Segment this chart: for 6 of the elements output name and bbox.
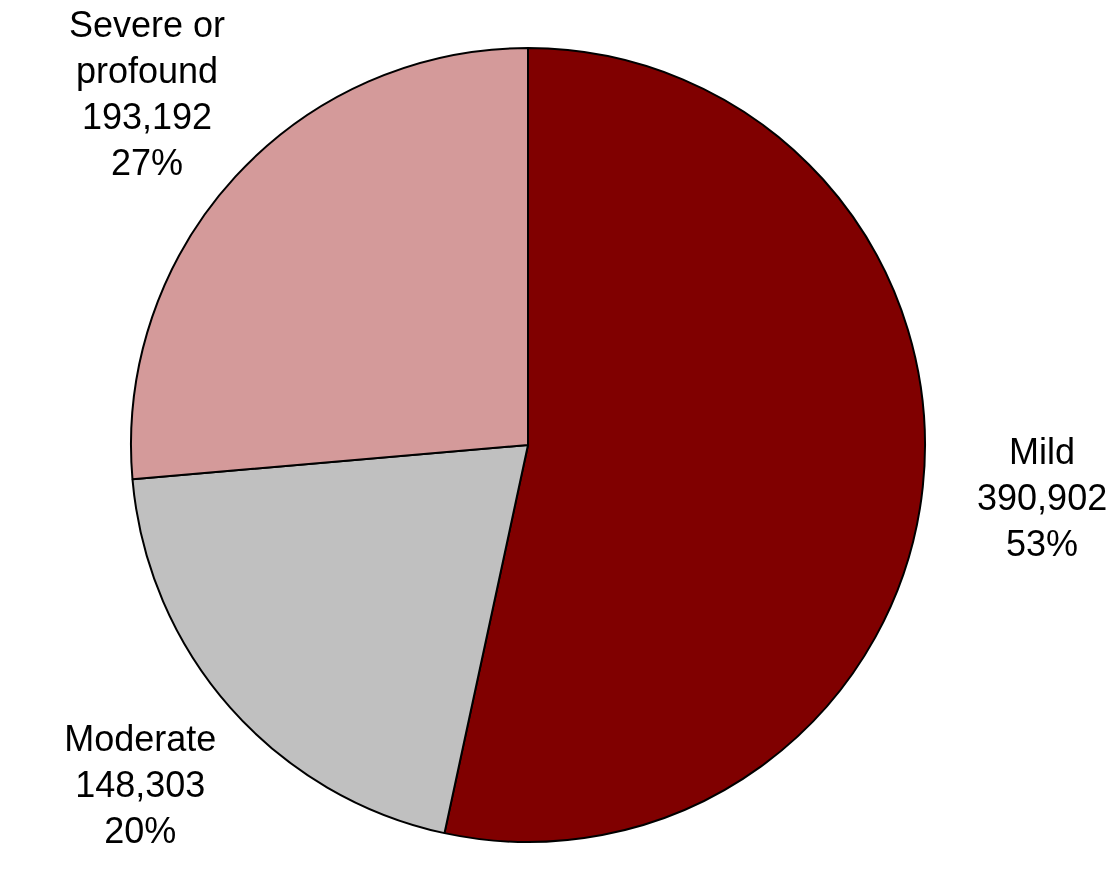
slice-label: Moderate	[64, 717, 217, 759]
data-label: 193,192 27%	[81, 95, 213, 183]
slice-label: Severe or profound	[68, 3, 225, 91]
data-label: 148,303 20%	[75, 763, 206, 851]
slice-label: Mild	[1009, 430, 1076, 472]
data-label: 390,902 53%	[977, 476, 1108, 564]
